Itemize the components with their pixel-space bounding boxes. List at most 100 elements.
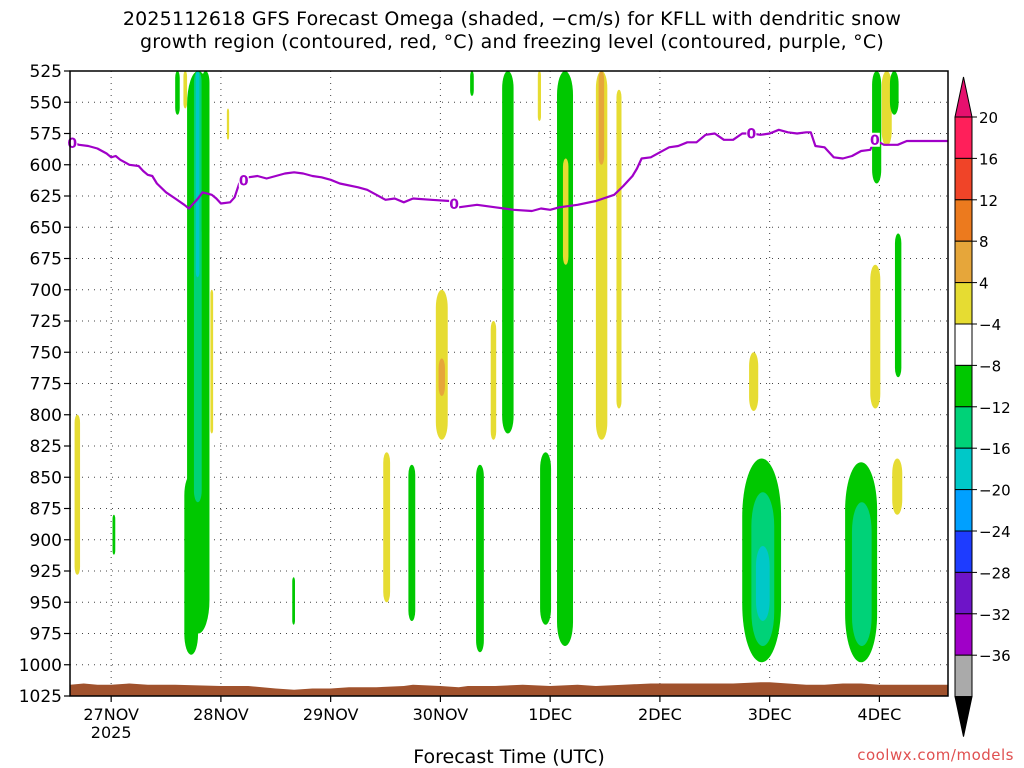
colorbar-label: 4 — [979, 275, 989, 293]
x-tick-label: 2DEC — [638, 705, 682, 724]
contour-label-bg — [449, 197, 460, 212]
omega-region — [112, 514, 116, 555]
site-credit: coolwx.com/models — [857, 746, 1014, 764]
y-tick-label: 625 — [30, 187, 62, 207]
contour-label-bg — [67, 135, 78, 150]
colorbar-swatch — [954, 364, 973, 408]
y-tick-label: 575 — [30, 125, 62, 145]
colorbar-swatch — [954, 447, 973, 491]
y-tick-label: 550 — [30, 93, 62, 113]
omega-region — [438, 358, 445, 396]
colorbar-label: −28 — [979, 564, 1011, 582]
colorbar-label: −16 — [979, 440, 1011, 458]
x-tick-label: 3DEC — [748, 705, 792, 724]
y-tick-label: 675 — [30, 250, 62, 270]
axes-layer: 525 550 575 600 625 650 675 700 725 750 775 800 825 8… — [19, 62, 949, 768]
y-tick-label: 775 — [30, 375, 62, 395]
colorbar-swatch — [954, 116, 973, 159]
omega-shading-layer — [70, 71, 948, 696]
colorbar-label: −20 — [979, 482, 1011, 500]
colorbar-label: −32 — [979, 606, 1011, 624]
omega-region — [595, 71, 608, 440]
colorbar-label: −8 — [979, 357, 1001, 375]
colorbar-label: 16 — [979, 150, 998, 168]
colorbar-swatch — [954, 613, 973, 656]
contour-label-bg — [238, 173, 249, 188]
y-tick-label: 1000 — [19, 656, 62, 676]
colorbar-swatch — [954, 406, 973, 449]
y-tick-label: 925 — [30, 562, 62, 582]
chart-title-line1: 2025112618 GFS Forecast Omega (shaded, −… — [122, 8, 902, 30]
colorbar-bottom-arrow — [954, 696, 973, 737]
omega-region — [292, 577, 295, 625]
omega-region — [894, 233, 902, 378]
omega-region — [490, 321, 497, 440]
x-axis-title: Forecast Time (UTC) — [413, 746, 604, 768]
chart-title: 2025112618 GFS Forecast Omega (shaded, −… — [0, 8, 1024, 54]
omega-region — [210, 289, 214, 434]
x-tick-label: 30NOV — [413, 705, 469, 724]
contour-label-bg — [869, 132, 880, 147]
colorbar-label: −24 — [979, 523, 1011, 541]
omega-region — [476, 464, 484, 653]
chart-title-line2: growth region (contoured, red, °C) and f… — [140, 31, 884, 53]
contour-label: 0 — [449, 197, 459, 213]
colorbar-swatch — [954, 654, 973, 698]
colorbar-swatch — [954, 282, 973, 325]
colorbar-label: 20 — [979, 109, 998, 127]
y-tick-label: 950 — [30, 593, 62, 613]
omega-region — [872, 71, 882, 184]
y-tick-label: 875 — [30, 500, 62, 520]
omega-region — [557, 71, 574, 646]
freezing-level-layer: 0 0 0 0 0 — [67, 126, 948, 213]
contour-label: 0 — [746, 127, 756, 143]
contour-label: 0 — [239, 173, 249, 189]
x-tick-label: 27NOV — [83, 705, 139, 724]
omega-region — [175, 71, 180, 115]
y-tick-label: 725 — [30, 312, 62, 332]
colorbar-top-arrow — [954, 76, 973, 118]
y-tick-label: 525 — [30, 62, 62, 82]
freezing-level-line — [69, 128, 948, 213]
colorbar-label: −36 — [979, 647, 1011, 665]
y-tick-label: 800 — [30, 406, 62, 426]
y-tick-label: 1025 — [19, 687, 62, 707]
omega-region — [470, 71, 474, 96]
omega-region — [226, 108, 230, 140]
omega-region — [889, 71, 899, 115]
omega-region — [749, 352, 759, 411]
colorbar-swatch — [954, 571, 973, 615]
omega-region — [408, 464, 416, 621]
x-tick-label: 28NOV — [193, 705, 249, 724]
contour-label-bg — [746, 126, 757, 141]
contour-label: 0 — [870, 133, 880, 149]
omega-region — [562, 158, 569, 265]
omega-region — [183, 71, 188, 109]
omega-region — [540, 452, 552, 625]
colorbar-swatch — [954, 199, 973, 242]
omega-region — [616, 89, 622, 409]
colorbar-label: −4 — [979, 316, 1001, 334]
y-tick-label: 600 — [30, 156, 62, 176]
terrain-fill — [70, 682, 948, 696]
y-tick-label: 975 — [30, 625, 62, 645]
colorbar-swatch — [954, 530, 973, 573]
omega-region — [892, 458, 903, 515]
omega-region — [851, 502, 872, 646]
x-tick-sublabel: 2025 — [91, 723, 132, 742]
y-tick-label: 750 — [30, 343, 62, 363]
y-tick-label: 825 — [30, 437, 62, 457]
omega-region — [755, 546, 770, 621]
omega-region — [201, 71, 210, 240]
omega-region — [74, 414, 81, 575]
colorbar-label: −12 — [979, 399, 1011, 417]
x-tick-label: 29NOV — [303, 705, 359, 724]
colorbar-swatch — [954, 240, 973, 284]
y-tick-label: 900 — [30, 531, 62, 551]
y-tick-label: 700 — [30, 281, 62, 301]
colorbar-swatch — [954, 157, 973, 201]
omega-region — [881, 71, 892, 146]
y-tick-label: 650 — [30, 218, 62, 238]
omega-region — [502, 71, 514, 434]
